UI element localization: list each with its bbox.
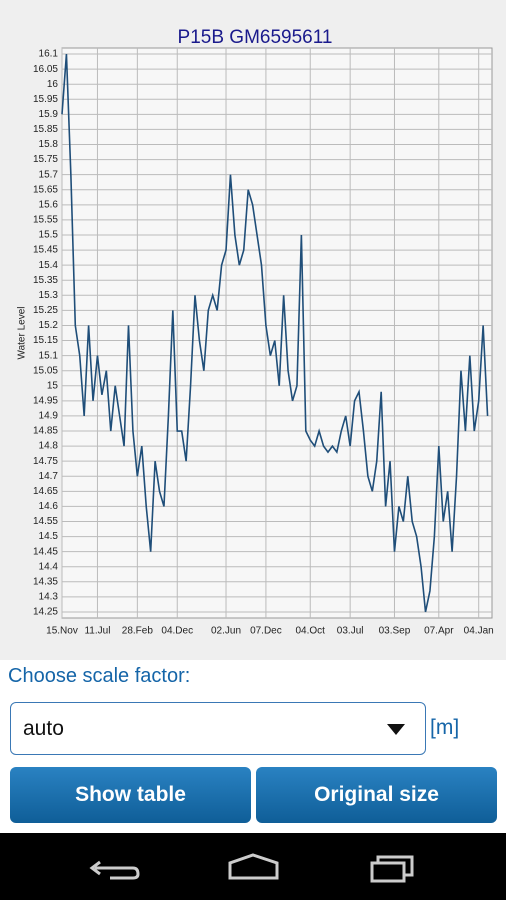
y-tick-label: 14.4 [39,561,59,572]
scale-label: Choose scale factor: [8,665,191,687]
back-button[interactable] [89,860,140,880]
original-size-button[interactable]: Original size [256,767,497,823]
x-tick-label: 15.Nov [46,626,78,637]
chart-title: P15B GM6595611 [178,27,333,48]
y-tick-label: 14.35 [33,576,58,587]
dropdown[interactable]: auto [10,702,426,755]
y-tick-label: 15.75 [33,154,58,165]
y-tick-label: 14.9 [39,411,59,422]
x-tick-label: 11.Jul [84,626,110,637]
x-tick-label: 03.Sep [379,626,411,637]
x-tick-label: 28.Feb [122,626,154,637]
y-tick-label: 15.05 [33,365,58,376]
x-tick-label: 04.Oct [296,626,326,637]
y-tick-label: 15.85 [33,124,58,135]
y-tick-label: 15.7 [39,169,59,180]
y-tick-label: 15.65 [33,184,58,195]
unit-label: [m] [430,716,460,739]
y-tick-label: 15.1 [39,350,59,361]
x-tick-label: 02.Jun [211,626,241,637]
show-table-button[interactable]: Show table [10,767,251,823]
y-tick-label: 15.3 [39,290,59,301]
y-tick-label: 14.5 [39,531,59,542]
y-tick-label: 14.65 [33,486,58,497]
y-tick-label: 14.85 [33,426,58,437]
y-tick-label: 15 [47,380,59,391]
y-tick-label: 15.25 [33,305,58,316]
home-button[interactable] [228,853,279,880]
y-tick-label: 14.7 [39,471,59,482]
plot-area [61,47,493,619]
y-tick-label: 15.15 [33,335,58,346]
x-tick-label: 04.Dec [161,626,193,637]
y-tick-label: 14.45 [33,546,58,557]
y-tick-label: 15.55 [33,215,58,226]
y-tick-label: 14.6 [39,501,59,512]
y-tick-label: 14.3 [39,592,59,603]
y-tick-label: 16.1 [39,49,59,60]
chart: P15B GM6595611 Water Level 14.25 14.3 14.3… [0,0,506,660]
y-tick-label: 15.35 [33,275,58,286]
dropdown-value: auto [23,717,64,740]
y-tick-label: 15.6 [39,199,59,210]
x-tick-label: 04.Jan [464,626,494,637]
y-tick-label: 15.5 [39,230,59,241]
dropdown-arrow [387,724,405,735]
recents-button[interactable] [370,855,414,883]
y-tick-label: 15.4 [39,260,59,271]
x-tick-label: 03.Jul [337,626,364,637]
x-tick-label: 07.Apr [424,626,454,637]
data-line [61,53,489,613]
y-tick-label: 16.05 [33,64,58,75]
y-tick-label: 15.95 [33,94,58,105]
y-tick-label: 14.75 [33,456,58,467]
nav-icons [89,853,414,883]
y-tick-label: 14.8 [39,441,59,452]
y-tick-label: 14.95 [33,395,58,406]
y-tick-label: 16 [47,79,59,90]
y-tick-label: 15.8 [39,139,59,150]
y-tick-label: 15.45 [33,245,58,256]
y-tick-label: 15.9 [39,109,59,120]
nav-bar [0,833,506,900]
y-axis-label: Water Level [17,307,28,360]
y-tick-label: 14.55 [33,516,58,527]
y-tick-label: 14.25 [33,607,58,618]
x-tick-label: 07.Dec [250,626,282,637]
y-tick-label: 15.2 [39,320,59,331]
